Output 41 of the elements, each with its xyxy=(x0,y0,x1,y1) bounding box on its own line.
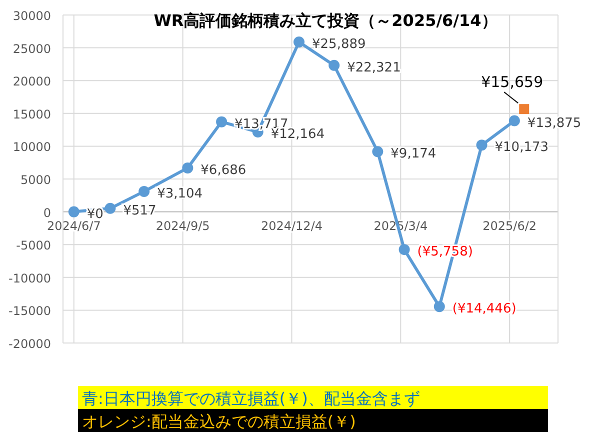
point xyxy=(328,60,340,71)
y-tick-label: -20000 xyxy=(8,337,51,351)
data-label: ¥13,875 xyxy=(527,116,582,131)
data-label: ¥9,174 xyxy=(390,146,436,162)
data-label: ¥517 xyxy=(123,203,156,218)
data-label: (¥14,446) xyxy=(452,302,516,317)
y-tick-label: 5000 xyxy=(20,173,51,187)
chart-title: WR高評価銘柄積み立て投資（～2025/6/14） xyxy=(154,11,498,30)
point xyxy=(216,116,228,128)
y-tick-label: 0 xyxy=(43,206,51,220)
y-tick-label: 25000 xyxy=(12,42,51,56)
point xyxy=(434,301,445,312)
y-tick-label: -5000 xyxy=(16,238,51,253)
point xyxy=(398,244,410,256)
y-tick-label: 15000 xyxy=(12,107,51,122)
y-tick-label: 30000 xyxy=(12,9,51,23)
text: 青:日本円換算での積立損益(￥)、配当金含まず xyxy=(82,389,420,408)
point xyxy=(372,146,384,158)
y-tick-label: 10000 xyxy=(12,140,51,154)
data-label: ¥10,173 xyxy=(494,140,549,156)
point xyxy=(508,115,520,126)
point xyxy=(68,206,80,218)
y-tick-label: 20000 xyxy=(12,74,51,89)
data-label: ¥12,164 xyxy=(270,127,325,142)
y-tick-label: -10000 xyxy=(8,271,51,286)
data-label: ¥3,104 xyxy=(157,186,203,202)
data-label: ¥25,889 xyxy=(312,36,366,52)
point xyxy=(182,162,194,174)
text: オレンジ:配当金込みでの積立損益(￥) xyxy=(82,412,356,431)
point xyxy=(294,36,304,48)
point xyxy=(104,202,116,214)
x-tick-label: 2025/6/2 xyxy=(482,218,537,233)
x-tick-label: 2024/12/4 xyxy=(260,218,323,233)
data-label: ¥6,686 xyxy=(200,162,246,178)
x-tick-label: 2024/9/5 xyxy=(156,218,210,233)
y-tick-label: -15000 xyxy=(8,304,51,318)
point xyxy=(138,186,150,197)
data-label: ¥22,321 xyxy=(347,60,401,76)
point xyxy=(519,104,530,114)
data-label: ¥15,659 xyxy=(481,73,544,92)
point xyxy=(476,140,488,151)
